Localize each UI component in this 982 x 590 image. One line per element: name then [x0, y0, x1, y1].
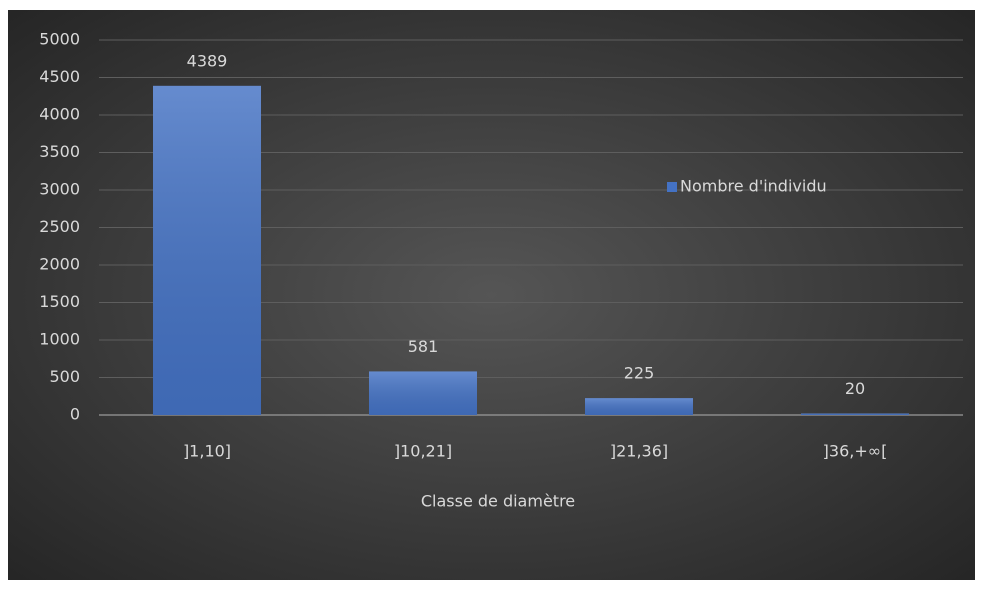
x-tick-label: ]10,21] — [394, 442, 452, 461]
y-tick-label: 4500 — [39, 67, 80, 86]
bar — [153, 85, 261, 415]
x-axis-title: Classe de diamètre — [421, 492, 575, 511]
data-label: 20 — [845, 379, 865, 398]
legend-swatch — [667, 182, 677, 192]
bar — [585, 398, 693, 415]
x-tick-label: ]36,+∞[ — [823, 442, 888, 461]
data-label: 4389 — [187, 51, 228, 70]
x-tick-label: ]21,36] — [610, 442, 668, 461]
bar — [369, 371, 477, 415]
y-tick-label: 1000 — [39, 330, 80, 349]
y-tick-label: 5000 — [39, 30, 80, 49]
y-tick-label: 3000 — [39, 180, 80, 199]
data-label: 225 — [624, 364, 655, 383]
y-tick-label: 2000 — [39, 255, 80, 274]
y-tick-label: 2500 — [39, 217, 80, 236]
data-label: 581 — [408, 337, 439, 356]
y-tick-label: 4000 — [39, 105, 80, 124]
y-tick-label: 3500 — [39, 142, 80, 161]
bar — [801, 413, 909, 415]
legend-label: Nombre d'individu — [680, 177, 827, 196]
x-tick-label: ]1,10] — [183, 442, 231, 461]
y-tick-label: 500 — [49, 367, 80, 386]
y-tick-label: 1500 — [39, 292, 80, 311]
y-tick-label: 0 — [70, 405, 80, 424]
